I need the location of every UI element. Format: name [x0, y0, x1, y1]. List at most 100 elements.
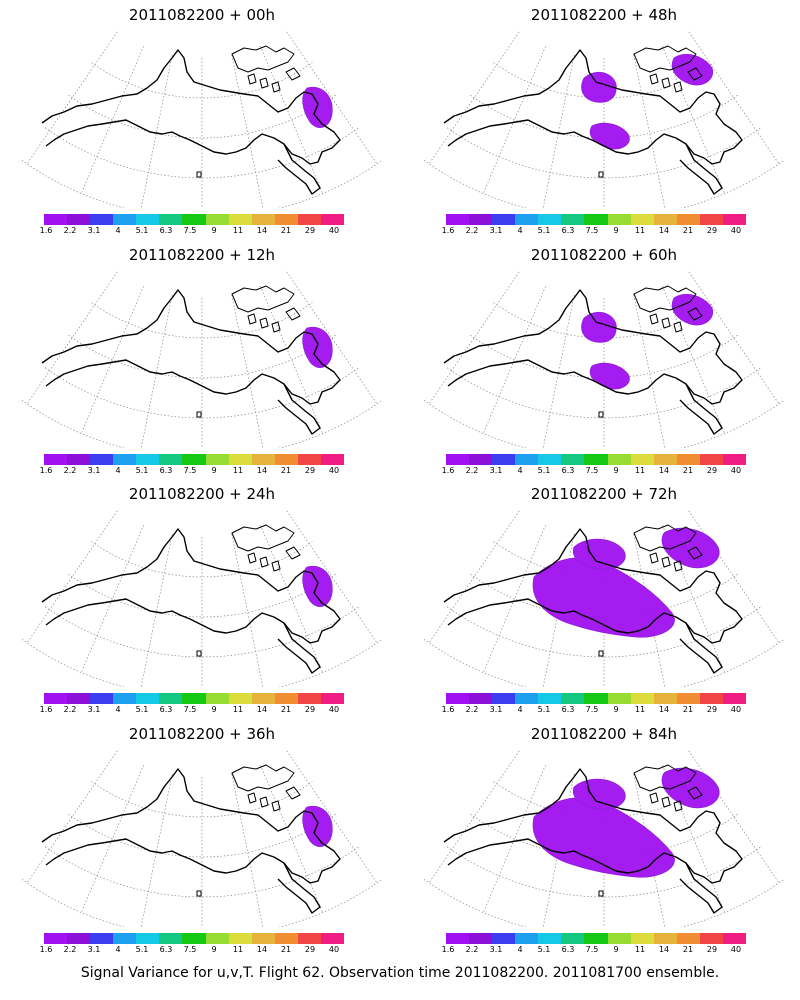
colorbar-tick-label: 3.1 [489, 705, 503, 714]
colorbar-tick-label: 21 [280, 705, 292, 714]
colorbar-tick-label: 4 [115, 705, 121, 714]
colorbar-swatch [182, 214, 206, 225]
variance-field [302, 326, 333, 368]
colorbar-tick-label: 29 [304, 705, 316, 714]
coastline [443, 45, 743, 195]
colorbar-swatch [722, 214, 747, 225]
colorbar-swatch [205, 693, 229, 704]
colorbar-swatch [584, 933, 608, 944]
colorbar-swatch [251, 454, 275, 465]
colorbar-swatch [630, 454, 654, 465]
colorbar-tick-label: 40 [730, 226, 742, 235]
variance-field [302, 805, 333, 847]
colorbar-tick-label: 2.2 [63, 226, 77, 235]
colorbar-swatch [561, 454, 585, 465]
colorbar-tick-label: 5.1 [537, 945, 551, 954]
colorbar-swatch [90, 693, 114, 704]
colorbar-tick-label: 7.5 [183, 945, 197, 954]
colorbar-tick-label: 9 [613, 945, 619, 954]
colorbar-swatch [515, 454, 539, 465]
colorbar-swatch [228, 454, 252, 465]
variance-field [581, 294, 714, 390]
colorbar-swatch [469, 214, 493, 225]
colorbar-tick-label: 14 [658, 945, 670, 954]
colorbar-tick-label: 14 [256, 226, 268, 235]
colorbar-tick-label: 29 [706, 705, 718, 714]
colorbar-swatch [607, 933, 631, 944]
panel-title: 2011082200 + 36h [128, 725, 276, 743]
colorbar-swatch [67, 693, 91, 704]
graticule [22, 271, 382, 448]
colorbar-tick-label: 29 [706, 466, 718, 475]
colorbar-tick-label: 5.1 [135, 466, 149, 475]
colorbar-tick-label: 6.3 [159, 226, 173, 235]
forecast-panel: 2011082200 + 24h 1.6 2.2 3.1 4 5.1 6.3 7.5 9 11 14… [22, 479, 382, 724]
colorbar-tick-label: 11 [232, 705, 244, 714]
colorbar-swatch [676, 214, 700, 225]
colorbar-swatch [469, 933, 493, 944]
colorbar-swatch [653, 933, 677, 944]
colorbar-tick-label: 5.1 [537, 226, 551, 235]
variance-field [532, 527, 720, 638]
forecast-panel: 2011082200 + 72h 1.6 2.2 3.1 4 5.1 6.3 7.5 9 11 14… [424, 479, 784, 724]
colorbar-tick-label: 21 [280, 945, 292, 954]
variance-field [302, 86, 333, 128]
colorbar-swatch [136, 214, 160, 225]
colorbar-tick-label: 21 [280, 466, 292, 475]
colorbar-tick-label: 7.5 [585, 466, 599, 475]
graticule [424, 271, 784, 448]
colorbar-swatch [492, 214, 516, 225]
colorbar-swatch [538, 214, 562, 225]
colorbar-swatch [561, 214, 585, 225]
colorbar-tick-label: 7.5 [183, 466, 197, 475]
colorbar-tick-label: 1.6 [441, 705, 455, 714]
colorbar-tick-label: 3.1 [87, 466, 101, 475]
forecast-panel: 2011082200 + 84h 1.6 2.2 3.1 4 5.1 6.3 7.5 9 11 14… [424, 719, 784, 964]
colorbar-tick-label: 4 [517, 466, 523, 475]
colorbar-swatch [274, 933, 298, 944]
colorbar-tick-label: 4 [517, 226, 523, 235]
colorbar: 1.6 2.2 3.1 4 5.1 6.3 7.5 9 11 14 21 29 40 [22, 933, 382, 963]
colorbar-tick-label: 1.6 [39, 705, 53, 714]
colorbar-tick-label: 40 [328, 945, 340, 954]
colorbar-tick-label: 40 [328, 226, 340, 235]
colorbar-swatch [251, 933, 275, 944]
colorbar-tick-label: 2.2 [465, 705, 479, 714]
colorbar-tick-label: 9 [211, 945, 217, 954]
colorbar-swatches [44, 693, 345, 704]
colorbar-swatch [90, 214, 114, 225]
colorbar-swatch [538, 933, 562, 944]
colorbar-swatch [67, 933, 91, 944]
colorbar-tick-label: 40 [328, 705, 340, 714]
colorbar-swatch [515, 214, 539, 225]
colorbar-swatch [159, 454, 183, 465]
colorbar: 1.6 2.2 3.1 4 5.1 6.3 7.5 9 11 14 21 29 40 [424, 693, 784, 723]
colorbar-tick-label: 6.3 [561, 945, 575, 954]
map-plot [424, 31, 784, 208]
colorbar-tick-label: 7.5 [585, 945, 599, 954]
colorbar-swatch [584, 454, 608, 465]
colorbar-tick-label: 14 [256, 466, 268, 475]
colorbar-swatch [297, 214, 321, 225]
colorbar-swatch [561, 693, 585, 704]
colorbar-swatch [469, 693, 493, 704]
colorbar-swatch [182, 693, 206, 704]
colorbar-tick-label: 14 [256, 945, 268, 954]
variance-field [581, 54, 714, 150]
colorbar-tick-label: 21 [682, 466, 694, 475]
colorbar: 1.6 2.2 3.1 4 5.1 6.3 7.5 9 11 14 21 29 40 [424, 214, 784, 244]
colorbar-tick-label: 14 [658, 705, 670, 714]
graticule [424, 510, 784, 687]
colorbar-tick-label: 1.6 [441, 466, 455, 475]
colorbar-tick-label: 2.2 [63, 466, 77, 475]
colorbar-labels: 1.6 2.2 3.1 4 5.1 6.3 7.5 9 11 14 21 29 40 [442, 704, 746, 718]
colorbar-tick-label: 5.1 [537, 466, 551, 475]
colorbar-swatch [515, 693, 539, 704]
colorbar-tick-label: 11 [232, 226, 244, 235]
colorbar-tick-label: 9 [613, 705, 619, 714]
map-plot [22, 31, 382, 208]
colorbar-swatch [607, 214, 631, 225]
colorbar-swatch [205, 214, 229, 225]
colorbar-swatches [446, 933, 747, 944]
colorbar-tick-label: 40 [730, 705, 742, 714]
